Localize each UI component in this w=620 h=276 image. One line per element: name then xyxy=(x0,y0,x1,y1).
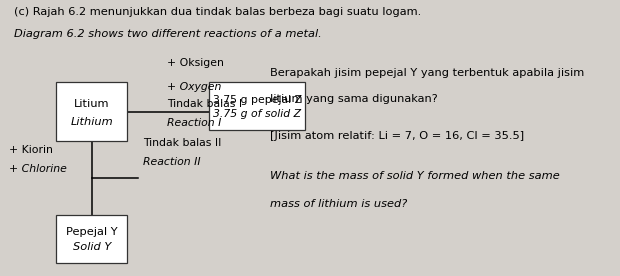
Text: Pepejal Y: Pepejal Y xyxy=(66,227,118,237)
Text: Diagram 6.2 shows two different reactions of a metal.: Diagram 6.2 shows two different reaction… xyxy=(14,29,321,39)
FancyBboxPatch shape xyxy=(56,215,128,263)
Text: Litium: Litium xyxy=(74,99,110,109)
Text: + Kiorin: + Kiorin xyxy=(9,145,53,155)
FancyBboxPatch shape xyxy=(56,82,128,142)
Text: mass of lithium is used?: mass of lithium is used? xyxy=(270,199,407,209)
Text: + Oksigen: + Oksigen xyxy=(167,58,224,68)
Text: What is the mass of solid Y formed when the same: What is the mass of solid Y formed when … xyxy=(270,171,559,181)
Text: (c) Rajah 6.2 menunjukkan dua tindak balas berbeza bagi suatu logam.: (c) Rajah 6.2 menunjukkan dua tindak bal… xyxy=(14,7,421,17)
Text: Reaction II: Reaction II xyxy=(143,157,200,167)
Text: 3.75 g pepejal Z: 3.75 g pepejal Z xyxy=(213,95,302,105)
Text: Tindak balas II: Tindak balas II xyxy=(143,138,221,148)
Text: litium yang sama digunakan?: litium yang sama digunakan? xyxy=(270,94,438,104)
Text: [Jisim atom relatif: Li = 7, O = 16, Cl = 35.5]: [Jisim atom relatif: Li = 7, O = 16, Cl … xyxy=(270,131,524,141)
Text: 3.75 g of solid Z: 3.75 g of solid Z xyxy=(213,110,301,120)
Text: + Oxygen: + Oxygen xyxy=(167,83,222,92)
Text: Berapakah jisim pepejal Y yang terbentuk apabila jisim: Berapakah jisim pepejal Y yang terbentuk… xyxy=(270,68,584,78)
Text: + Chlorine: + Chlorine xyxy=(9,164,67,174)
Text: Tindak balas I: Tindak balas I xyxy=(167,99,242,109)
Text: Solid Y: Solid Y xyxy=(73,242,111,252)
Text: Reaction I: Reaction I xyxy=(167,118,222,128)
FancyBboxPatch shape xyxy=(209,82,305,131)
Text: Lithium: Lithium xyxy=(71,117,113,127)
